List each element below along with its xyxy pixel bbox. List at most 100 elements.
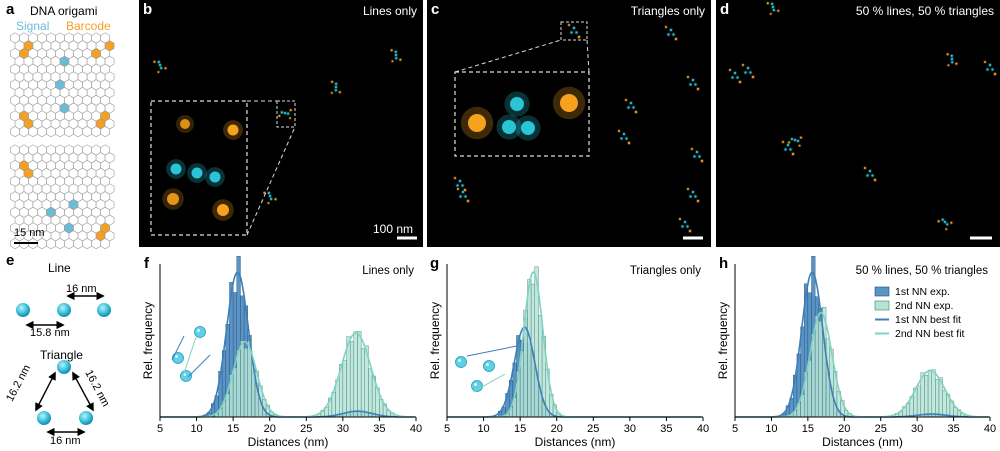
histogram-bar-2nd-nn <box>360 348 365 418</box>
fit-curve-1st-nn <box>735 270 989 418</box>
fluorescence-spot <box>454 177 456 179</box>
line-title: Line <box>48 261 71 275</box>
fit-curve-1st-nn <box>447 326 702 418</box>
fluorescence-spot <box>687 76 689 78</box>
image-triangles-only: c Triangles only <box>427 0 711 247</box>
fluorescence-spot <box>733 71 737 75</box>
fluorescence-spot <box>334 85 338 89</box>
panel-label-b: b <box>143 1 153 18</box>
fluorescence-spot <box>864 167 866 169</box>
histogram-mixed: 50 % lines, 50 % triangles 5 10 15 20 25 30 35 4… <box>716 256 996 449</box>
legend-entry: 1st NN exp. <box>895 286 950 298</box>
histogram-bar-2nd-nn <box>527 279 532 418</box>
x-tick-label: 20 <box>551 423 563 435</box>
fluorescence-spot <box>950 221 953 224</box>
x-tick-label: 15 <box>227 423 239 435</box>
origami-cell <box>64 126 74 138</box>
origami-cell <box>91 126 101 138</box>
fluorescence-spot <box>693 155 696 158</box>
fluorescence-spot <box>984 61 986 63</box>
fluorescence-spot <box>947 64 950 67</box>
fluorescence-spot <box>461 184 464 187</box>
chart-title: Lines only <box>362 265 414 277</box>
fluorescence-spot <box>772 8 775 12</box>
fluorescence-spot <box>217 204 229 216</box>
fluorescence-spot <box>394 50 397 53</box>
fluorescence-spot <box>700 159 704 163</box>
fluorescence-spot <box>946 53 949 56</box>
fluorescence-spot <box>686 225 689 228</box>
fluorescence-spot <box>951 61 954 64</box>
triangle-title: Triangle <box>40 348 83 362</box>
origami-scale-label: 15 nm <box>14 227 45 239</box>
fluorescence-spot <box>456 184 459 187</box>
fluorescence-spot <box>283 111 287 115</box>
panel-label-d: d <box>720 1 730 18</box>
fit-curve-2nd-nn <box>447 270 702 418</box>
fluorescence-spot <box>665 26 667 28</box>
barcode-legend-label: Barcode <box>66 19 111 33</box>
fluorescence-spot <box>464 195 467 198</box>
origami-grid-lines <box>10 32 115 138</box>
origami-cell <box>73 238 83 250</box>
origami-hex-grids <box>10 32 115 250</box>
triangle-bead-left <box>37 411 51 425</box>
histogram-bar-2nd-nn <box>818 321 823 418</box>
fluorescence-spot <box>784 148 787 151</box>
fluorescence-spot <box>502 120 516 134</box>
fluorescence-spot <box>683 220 687 224</box>
fluorescence-spot <box>729 69 731 71</box>
legend-entry: 1st NN best fit <box>895 314 961 326</box>
signal-legend-label: Signal <box>16 19 50 33</box>
fluorescence-spot <box>691 78 695 82</box>
histogram-bar-2nd-nn <box>349 341 355 418</box>
origami-cell <box>73 126 83 138</box>
histogram-bar-2nd-nn <box>916 385 921 418</box>
fluorescence-spot <box>157 60 160 64</box>
fluorescence-spot <box>696 87 700 91</box>
fluorescence-spot <box>689 195 692 198</box>
histogram-bar-2nd-nn <box>814 315 819 418</box>
fluorescence-spot <box>167 193 179 205</box>
inset-schematic <box>171 326 211 382</box>
fluorescence-spot <box>461 190 465 194</box>
fluorescence-spot <box>575 31 578 34</box>
y-axis-label: Rel. frequency <box>141 302 155 379</box>
fluorescence-spot <box>986 68 989 71</box>
fluorescence-spot <box>694 195 697 198</box>
panel-label-e: e <box>6 252 15 269</box>
fluorescence-spot <box>289 117 291 120</box>
image-lines-only: b Lines only 100 nm <box>139 0 423 247</box>
fluorescence-spot <box>736 76 739 79</box>
fluorescence-spot <box>679 218 681 220</box>
fluorescence-spot <box>791 152 795 156</box>
fluorescence-spot <box>334 89 338 92</box>
fluorescence-spot <box>157 71 160 73</box>
fluorescence-spot <box>945 228 948 230</box>
origami-cell <box>55 126 65 138</box>
x-tick-label: 40 <box>410 423 422 435</box>
fluorescence-spot <box>180 119 190 129</box>
fluorescence-spot <box>395 57 398 60</box>
fluorescence-spot <box>950 54 953 57</box>
fluorescence-spot <box>771 5 775 9</box>
x-tick-label: 25 <box>300 423 312 435</box>
x-axis-label: Distances (nm) <box>822 435 903 449</box>
origami-cell <box>82 238 92 250</box>
fluorescence-spot <box>782 141 784 143</box>
panel-label-a: a <box>6 1 15 18</box>
fluorescence-spot <box>777 9 780 12</box>
x-axis-label: Distances (nm) <box>535 435 616 449</box>
fluorescence-spot <box>160 66 163 70</box>
x-tick-label: 20 <box>838 423 850 435</box>
origami-grid-triangle <box>10 144 115 250</box>
image-mixed: d 50 % lines, 50 % triangles <box>716 0 1000 247</box>
origami-cell <box>100 126 110 138</box>
fluorescence-spot <box>331 80 334 83</box>
fluorescence-spot <box>268 194 272 198</box>
fluorescence-spot <box>749 71 752 74</box>
y-axis-label: Rel. frequency <box>428 302 442 379</box>
fluorescence-spot <box>287 112 290 115</box>
x-tick-label: 25 <box>875 423 887 435</box>
fluorescence-spot <box>521 121 535 135</box>
